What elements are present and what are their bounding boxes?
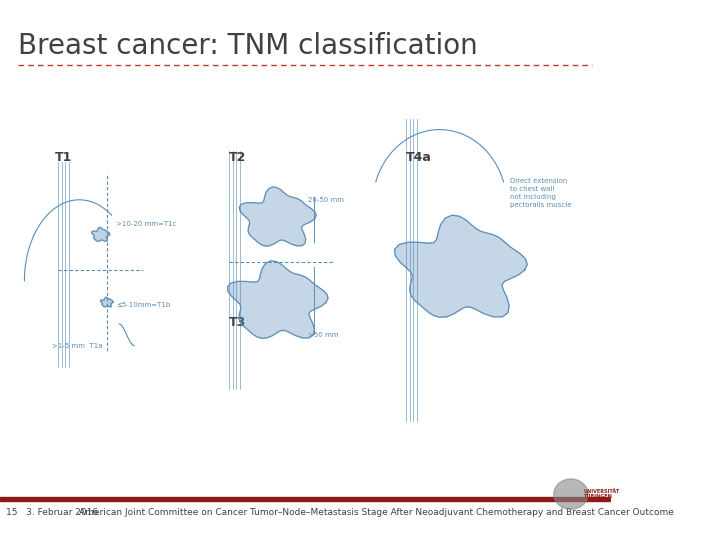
Text: >10-20 mm=T1c: >10-20 mm=T1c xyxy=(116,221,176,227)
Polygon shape xyxy=(239,187,316,246)
Text: >1-5 mm  T1a: >1-5 mm T1a xyxy=(52,342,102,349)
Polygon shape xyxy=(101,297,113,307)
Polygon shape xyxy=(395,215,527,318)
Text: T4a: T4a xyxy=(406,151,432,164)
Text: 15   3. Februar 2016: 15 3. Februar 2016 xyxy=(6,508,98,517)
Text: Breast cancer: TNM classification: Breast cancer: TNM classification xyxy=(18,32,478,60)
Text: American Joint Committee on Cancer Tumor–Node–Metastasis Stage After Neoadjuvant: American Joint Committee on Cancer Tumor… xyxy=(79,508,674,517)
Text: T3: T3 xyxy=(229,316,246,329)
Text: T1: T1 xyxy=(55,151,72,164)
Text: T2: T2 xyxy=(229,151,246,164)
Text: UNIVERSITÄT
TÜBINGEN: UNIVERSITÄT TÜBINGEN xyxy=(584,489,620,500)
Text: >50 mm: >50 mm xyxy=(308,332,339,338)
Polygon shape xyxy=(91,227,110,241)
Polygon shape xyxy=(228,261,328,338)
Text: ≤5-10mm=T1b: ≤5-10mm=T1b xyxy=(116,302,170,308)
Circle shape xyxy=(554,479,588,509)
Text: Direct extension
to chest wall
not including
pectoralis muscle: Direct extension to chest wall not inclu… xyxy=(510,178,572,208)
Text: 20-50 mm: 20-50 mm xyxy=(308,197,344,203)
Bar xyxy=(0,497,611,501)
